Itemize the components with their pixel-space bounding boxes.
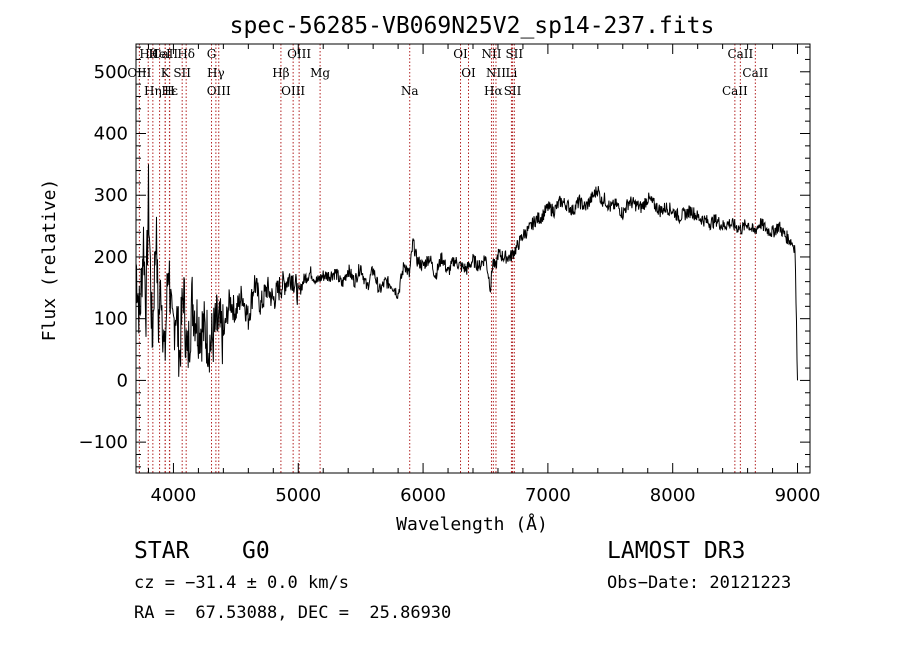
- spectral-line-label: K: [161, 66, 171, 80]
- coordinates-readout: RA = 67.53088, DEC = 25.86930: [134, 603, 452, 623]
- x-axis-label: Wavelength (Å): [396, 513, 548, 535]
- spectral-line-label: OIII: [281, 84, 305, 98]
- object-class: STAR: [134, 538, 190, 564]
- x-axis-ticks: 4000 5000 6000 7000 8000 9000: [147, 44, 821, 506]
- x-tick-label: 8000: [650, 485, 696, 506]
- spectral-line-markers: [138, 44, 756, 473]
- x-tick-label: 6000: [400, 485, 446, 506]
- spectral-line-label: OI: [461, 66, 476, 80]
- y-tick-label: 0: [117, 370, 128, 391]
- x-tick-label: 7000: [525, 485, 571, 506]
- spectral-line-label: CaII: [722, 84, 748, 98]
- spectral-line-label: CaII: [727, 47, 753, 61]
- spectral-line-label: G: [207, 47, 217, 61]
- chart-title: spec-56285-VB069N25V2_sp14-237.fits: [230, 13, 715, 39]
- y-tick-label: 100: [94, 309, 128, 330]
- survey-name: LAMOST DR3: [607, 538, 746, 564]
- spectral-line-label: CaII: [152, 47, 178, 61]
- y-axis-ticks: −100 0 100 200 300 400 500: [79, 46, 810, 468]
- y-axis-label: Flux (relative): [39, 179, 60, 342]
- y-tick-label: 200: [94, 247, 128, 268]
- object-subclass: G0: [242, 538, 270, 564]
- spectral-line-label: HeI: [148, 47, 171, 61]
- x-tick-label: 4000: [151, 485, 197, 506]
- spectral-line-label: Hγ: [207, 66, 225, 80]
- spectral-line-label: CaII: [742, 66, 768, 80]
- y-tick-label: 300: [94, 185, 128, 206]
- spectral-line-label: SII: [505, 47, 523, 61]
- y-tick-label: 500: [94, 62, 128, 83]
- spectral-line-label: OIII: [207, 84, 231, 98]
- spectral-line-label: Hβ: [272, 66, 289, 80]
- spectral-line-label: Hα: [484, 84, 503, 98]
- redshift-readout: cz = −31.4 ± 0.0 km/s: [134, 573, 349, 593]
- spectral-line-label: SII: [173, 66, 191, 80]
- spectral-line-label: NII: [486, 66, 506, 80]
- flux-series-line: [135, 164, 798, 381]
- spectral-line-labels: CaIIOIIIHεHδKHHeISIIHηHθHγOIIIGHβOIIIOII…: [127, 47, 768, 98]
- spectral-line-label: OIII: [127, 66, 151, 80]
- spectral-line-label: Hδ: [177, 47, 195, 61]
- spectral-line-label: Hε: [161, 84, 178, 98]
- spectral-line-label: Hθ: [139, 47, 157, 61]
- x-tick-label: 9000: [775, 485, 821, 506]
- y-tick-label: −100: [79, 432, 128, 453]
- spectral-line-label: OI: [453, 47, 468, 61]
- spectral-line-label: OIII: [287, 47, 311, 61]
- spectral-line-label: Mg: [310, 66, 330, 80]
- x-tick-label: 5000: [275, 485, 321, 506]
- y-tick-label: 400: [94, 124, 128, 145]
- spectral-line-label: Hη: [144, 84, 162, 98]
- spectral-line-label: Na: [401, 84, 419, 98]
- observation-date: Obs−Date: 20121223: [607, 573, 792, 593]
- spectral-line-label: NII: [481, 47, 501, 61]
- spectral-line-label: H: [164, 84, 174, 98]
- spectral-line-label: Li: [506, 66, 518, 80]
- spectral-line-label: SII: [504, 84, 522, 98]
